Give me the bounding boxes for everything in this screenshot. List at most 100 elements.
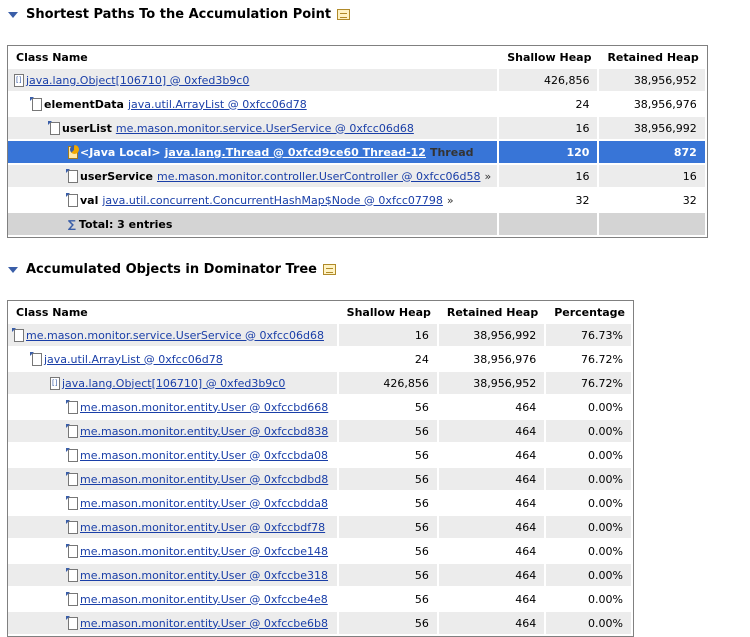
object-link[interactable]: java.util.ArrayList @ 0xfcc06d78 bbox=[44, 352, 223, 366]
table-row[interactable]: userService me.mason.monitor.controller.U… bbox=[8, 165, 707, 189]
object-link[interactable]: me.mason.monitor.entity.User @ 0xfccbdbd… bbox=[80, 472, 329, 486]
object-link[interactable]: java.lang.Object[106710] @ 0xfed3b9c0 bbox=[62, 376, 286, 390]
table-row[interactable]: java.lang.Object[106710] @ 0xfed3b9c0 426… bbox=[8, 372, 633, 396]
section-header-accumulated-objects[interactable]: Accumulated Objects in Dominator Tree bbox=[8, 260, 336, 278]
object-link[interactable]: me.mason.monitor.controller.UserControll… bbox=[157, 169, 481, 183]
table-row[interactable]: elementData java.util.ArrayList @ 0xfcc06… bbox=[8, 93, 707, 117]
shallow-heap-cell: 16 bbox=[499, 165, 600, 189]
object-link[interactable]: me.mason.monitor.entity.User @ 0xfccbe6b… bbox=[80, 616, 329, 630]
table-row[interactable]: me.mason.monitor.entity.User @ 0xfccbdf7… bbox=[8, 516, 633, 540]
object-reference-icon bbox=[66, 471, 78, 486]
table-row[interactable]: java.lang.Object[106710] @ 0xfed3b9c0 426… bbox=[8, 69, 707, 93]
object-link[interactable]: me.mason.monitor.entity.User @ 0xfccbe31… bbox=[80, 568, 329, 582]
object-reference-icon bbox=[66, 591, 78, 606]
collapse-triangle-icon[interactable] bbox=[8, 267, 18, 273]
object-link[interactable]: me.mason.monitor.entity.User @ 0xfccbd83… bbox=[80, 424, 329, 438]
retained-heap-cell: 464 bbox=[438, 492, 547, 516]
collapse-triangle-icon[interactable] bbox=[8, 12, 18, 18]
class-name-cell: java.util.ArrayList @ 0xfcc06d78 bbox=[8, 348, 339, 372]
column-header-class-name[interactable]: Class Name bbox=[8, 301, 339, 324]
table-row[interactable]: me.mason.monitor.entity.User @ 0xfccbd66… bbox=[8, 396, 633, 420]
column-header-retained-heap[interactable]: Retained Heap bbox=[438, 301, 547, 324]
total-label: Total: 3 entries bbox=[78, 217, 173, 231]
table-row[interactable]: me.mason.monitor.entity.User @ 0xfccbe6b… bbox=[8, 612, 633, 636]
field-name: userList bbox=[62, 121, 112, 135]
object-link[interactable]: me.mason.monitor.entity.User @ 0xfccbe4e… bbox=[80, 592, 328, 606]
object-link[interactable]: me.mason.monitor.entity.User @ 0xfccbdf7… bbox=[80, 520, 326, 534]
shallow-heap-cell: 56 bbox=[338, 612, 439, 636]
table-row[interactable]: me.mason.monitor.entity.User @ 0xfccbdbd… bbox=[8, 468, 633, 492]
object-link[interactable]: java.util.ArrayList @ 0xfcc06d78 bbox=[127, 97, 307, 111]
view-details-icon[interactable] bbox=[337, 8, 351, 20]
table-row[interactable]: me.mason.monitor.entity.User @ 0xfccbe4e… bbox=[8, 588, 633, 612]
table-row[interactable]: userList me.mason.monitor.service.UserSer… bbox=[8, 117, 707, 141]
table-row[interactable]: me.mason.monitor.entity.User @ 0xfccbe14… bbox=[8, 540, 633, 564]
table-row[interactable]: me.mason.monitor.entity.User @ 0xfccbdda… bbox=[8, 492, 633, 516]
object-link[interactable]: me.mason.monitor.entity.User @ 0xfccbdda… bbox=[80, 496, 328, 510]
retained-heap-cell: 464 bbox=[438, 612, 547, 636]
column-header-shallow-heap[interactable]: Shallow Heap bbox=[499, 46, 600, 69]
shallow-heap-cell: 426,856 bbox=[338, 372, 439, 396]
total-retained-cell bbox=[599, 213, 707, 237]
percentage-cell: 0.00% bbox=[546, 564, 633, 588]
class-name-cell: me.mason.monitor.entity.User @ 0xfccbdf7… bbox=[8, 516, 339, 540]
shallow-heap-cell: 56 bbox=[338, 588, 439, 612]
object-reference-icon bbox=[66, 192, 78, 207]
object-reference-icon bbox=[48, 120, 60, 135]
retained-heap-cell: 38,956,992 bbox=[599, 117, 707, 141]
object-link[interactable]: java.lang.Thread @ 0xfcd9ce60 Thread-12 bbox=[164, 145, 426, 159]
percentage-cell: 0.00% bbox=[546, 396, 633, 420]
section-header-shortest-paths[interactable]: Shortest Paths To the Accumulation Point bbox=[8, 5, 351, 23]
object-reference-icon bbox=[66, 519, 78, 534]
column-header-percentage[interactable]: Percentage bbox=[546, 301, 633, 324]
retained-heap-cell: 464 bbox=[438, 588, 547, 612]
object-reference-icon bbox=[66, 423, 78, 438]
shallow-heap-cell: 16 bbox=[338, 324, 439, 348]
object-link[interactable]: me.mason.monitor.entity.User @ 0xfccbe14… bbox=[80, 544, 329, 558]
retained-heap-cell: 872 bbox=[599, 141, 707, 165]
table-row[interactable]: val java.util.concurrent.ConcurrentHashMa… bbox=[8, 189, 707, 213]
shallow-heap-cell: 56 bbox=[338, 444, 439, 468]
class-name-cell: <Java Local> java.lang.Thread @ 0xfcd9ce6… bbox=[8, 141, 500, 165]
retained-heap-cell: 38,956,992 bbox=[438, 324, 547, 348]
percentage-cell: 0.00% bbox=[546, 420, 633, 444]
table-row[interactable]: java.util.ArrayList @ 0xfcc06d78 24 38,956… bbox=[8, 348, 633, 372]
total-row: ∑ Total: 3 entries bbox=[8, 213, 707, 237]
object-link[interactable]: me.mason.monitor.entity.User @ 0xfccbd66… bbox=[80, 400, 329, 414]
table-row[interactable]: me.mason.monitor.entity.User @ 0xfccbda0… bbox=[8, 444, 633, 468]
table-row[interactable]: me.mason.monitor.entity.User @ 0xfccbe31… bbox=[8, 564, 633, 588]
object-reference-icon bbox=[66, 447, 78, 462]
object-link[interactable]: me.mason.monitor.service.UserService @ 0… bbox=[115, 121, 414, 135]
field-name: <Java Local> bbox=[80, 145, 161, 159]
class-name-cell: elementData java.util.ArrayList @ 0xfcc06… bbox=[8, 93, 500, 117]
column-header-retained-heap[interactable]: Retained Heap bbox=[599, 46, 707, 69]
retained-heap-cell: 38,956,976 bbox=[438, 348, 547, 372]
row-suffix: » bbox=[484, 169, 492, 183]
java-local-icon bbox=[68, 144, 79, 159]
view-details-icon[interactable] bbox=[323, 263, 336, 275]
row-suffix: » bbox=[446, 193, 454, 207]
retained-heap-cell: 38,956,952 bbox=[599, 69, 707, 93]
object-reference-icon bbox=[66, 495, 78, 510]
object-link[interactable]: java.util.concurrent.ConcurrentHashMap$N… bbox=[102, 193, 443, 207]
table-row[interactable]: <Java Local> java.lang.Thread @ 0xfcd9ce6… bbox=[8, 141, 707, 165]
column-header-class-name[interactable]: Class Name bbox=[8, 46, 500, 69]
percentage-cell: 0.00% bbox=[546, 588, 633, 612]
retained-heap-cell: 464 bbox=[438, 564, 547, 588]
percentage-cell: 76.73% bbox=[546, 324, 633, 348]
class-name-cell: me.mason.monitor.entity.User @ 0xfccbdda… bbox=[8, 492, 339, 516]
shallow-heap-cell: 56 bbox=[338, 468, 439, 492]
shallow-heap-cell: 56 bbox=[338, 516, 439, 540]
table-row[interactable]: me.mason.monitor.entity.User @ 0xfccbd83… bbox=[8, 420, 633, 444]
row-suffix: Thread bbox=[429, 145, 474, 159]
table-row[interactable]: me.mason.monitor.service.UserService @ 0… bbox=[8, 324, 633, 348]
object-link[interactable]: java.lang.Object[106710] @ 0xfed3b9c0 bbox=[26, 73, 250, 87]
shallow-heap-cell: 24 bbox=[499, 93, 600, 117]
column-header-shallow-heap[interactable]: Shallow Heap bbox=[338, 301, 439, 324]
field-name: val bbox=[80, 193, 99, 207]
array-icon bbox=[50, 376, 60, 390]
retained-heap-cell: 464 bbox=[438, 540, 547, 564]
class-name-cell: userList me.mason.monitor.service.UserSer… bbox=[8, 117, 500, 141]
object-link[interactable]: me.mason.monitor.service.UserService @ 0… bbox=[26, 328, 324, 342]
object-link[interactable]: me.mason.monitor.entity.User @ 0xfccbda0… bbox=[80, 448, 328, 462]
